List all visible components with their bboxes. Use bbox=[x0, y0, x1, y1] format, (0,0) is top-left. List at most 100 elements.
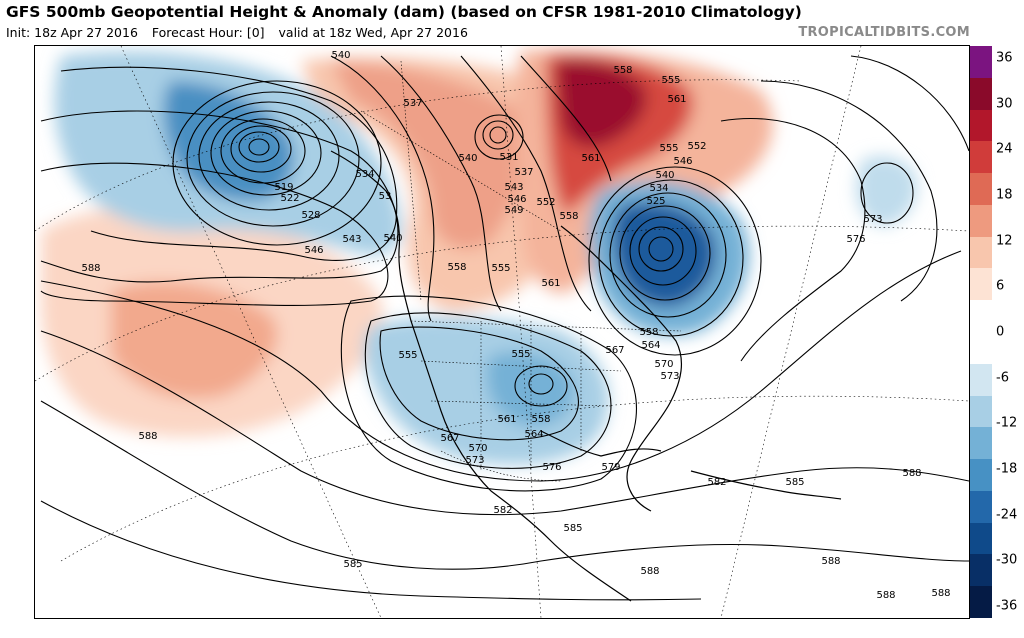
contour-label: 582 bbox=[493, 505, 512, 516]
contour-label: 561 bbox=[497, 414, 516, 425]
contour-label: 531 bbox=[499, 152, 518, 163]
init-time: Init: 18z Apr 27 2016 bbox=[6, 25, 138, 40]
colorbar-swatch bbox=[970, 109, 992, 142]
contour-label: 585 bbox=[343, 559, 362, 570]
colorbar-label: 36 bbox=[996, 50, 1013, 66]
colorbar-swatch bbox=[970, 395, 992, 428]
coastlines bbox=[330, 150, 842, 602]
contour-label: 537 bbox=[403, 98, 422, 109]
contour-label: 519 bbox=[274, 182, 293, 193]
negative-anomaly-us-trough bbox=[364, 316, 609, 465]
contour-label: 561 bbox=[541, 278, 560, 289]
contour-label: 588 bbox=[821, 556, 840, 567]
colorbar-label: 6 bbox=[996, 278, 1005, 294]
contour-label: 528 bbox=[301, 210, 320, 221]
colorbar-swatch bbox=[970, 554, 992, 587]
colorbar-swatch bbox=[970, 459, 992, 492]
colorbar-label: -6 bbox=[996, 370, 1009, 386]
colorbar-swatch bbox=[970, 236, 992, 269]
colorbar-swatch bbox=[970, 173, 992, 206]
political-borders bbox=[360, 60, 682, 482]
contour-label: 534 bbox=[649, 183, 668, 194]
height-contours bbox=[40, 55, 969, 601]
contour-label: 588 bbox=[931, 588, 950, 599]
colorbar-swatch bbox=[970, 268, 992, 301]
colorbar-swatch bbox=[970, 300, 992, 333]
contour-label: 543 bbox=[342, 234, 361, 245]
contour-label: 522 bbox=[280, 193, 299, 204]
contour-label: 558 bbox=[559, 211, 578, 222]
contour-label: 588 bbox=[876, 590, 895, 601]
contour-label: 564 bbox=[524, 429, 543, 440]
contour-label: 561 bbox=[581, 153, 600, 164]
positive-anomaly-canada-core bbox=[331, 61, 530, 250]
colorbar-swatch bbox=[970, 77, 992, 111]
valid-time: valid at 18z Wed, Apr 27 2016 bbox=[278, 25, 468, 40]
contour-label: 567 bbox=[440, 433, 459, 444]
contour-label: 534 bbox=[355, 169, 374, 180]
contour-label: 552 bbox=[536, 197, 555, 208]
contour-label: 579 bbox=[601, 462, 620, 473]
contour-labels: 540 537 558 555 561 555 552 546 540 534 525 561 531 5… bbox=[81, 50, 950, 601]
colorbar-swatch bbox=[970, 427, 992, 460]
contour-label: 573 bbox=[863, 214, 882, 225]
contour-label: 540 bbox=[458, 153, 477, 164]
contour-label: 537 bbox=[514, 167, 533, 178]
contour-label: 558 bbox=[639, 327, 658, 338]
colorbar-label: 24 bbox=[996, 141, 1013, 157]
contour-label: 588 bbox=[640, 566, 659, 577]
colorbar-label: 30 bbox=[996, 96, 1013, 112]
contour-label: 540 bbox=[655, 170, 674, 181]
colorbar-label: -24 bbox=[996, 507, 1018, 523]
colorbar bbox=[970, 46, 992, 619]
contour-label: 555 bbox=[511, 349, 530, 360]
contour-label: 588 bbox=[81, 263, 100, 274]
positive-anomaly-greenland-core bbox=[556, 59, 647, 148]
colorbar-label: -12 bbox=[996, 415, 1018, 431]
colorbar-swatch bbox=[970, 332, 992, 365]
contour-label: 555 bbox=[491, 263, 510, 274]
contour-label: 546 bbox=[673, 156, 692, 167]
colorbar-label: 12 bbox=[996, 233, 1013, 249]
contour-label: 543 bbox=[504, 182, 523, 193]
contour-label: 573 bbox=[465, 455, 484, 466]
contour-label: 552 bbox=[687, 141, 706, 152]
colorbar-swatch bbox=[970, 204, 992, 238]
contour-label: 576 bbox=[846, 234, 865, 245]
colorbar-swatch bbox=[970, 141, 992, 174]
contour-label: 555 bbox=[398, 350, 417, 361]
colorbar-swatch bbox=[970, 46, 992, 79]
negative-anomaly-atlantic bbox=[856, 156, 917, 226]
colorbar-label: -18 bbox=[996, 461, 1018, 477]
contour-label: 53 bbox=[379, 191, 392, 202]
contour-label: 576 bbox=[542, 462, 561, 473]
contour-label: 540 bbox=[331, 50, 350, 61]
contour-label: 558 bbox=[447, 262, 466, 273]
brand-watermark: TROPICALTIDBITS.COM bbox=[798, 25, 970, 40]
contour-label: 567 bbox=[605, 345, 624, 356]
graticule bbox=[35, 46, 969, 618]
contour-label: 561 bbox=[667, 94, 686, 105]
contour-label: 555 bbox=[659, 143, 678, 154]
colorbar-swatch bbox=[970, 522, 992, 555]
forecast-hour: Forecast Hour: [0] bbox=[151, 25, 265, 40]
chart-title: GFS 500mb Geopotential Height & Anomaly … bbox=[6, 3, 802, 21]
contour-label: 582 bbox=[707, 477, 726, 488]
colorbar-swatch bbox=[970, 490, 992, 524]
colorbar-label: -36 bbox=[996, 598, 1018, 614]
contour-label: 540 bbox=[383, 233, 402, 244]
colorbar-label: -30 bbox=[996, 552, 1018, 568]
map-panel: 540 537 558 555 561 555 552 546 540 534 525 561 531 5… bbox=[34, 45, 970, 619]
contour-label: 558 bbox=[613, 65, 632, 76]
colorbar-label: 18 bbox=[996, 187, 1013, 203]
colorbar-swatch bbox=[970, 363, 992, 397]
contour-label: 564 bbox=[641, 340, 660, 351]
contour-label: 570 bbox=[654, 359, 673, 370]
contour-label: 546 bbox=[507, 194, 526, 205]
map-canvas: 540 537 558 555 561 555 552 546 540 534 525 561 531 5… bbox=[35, 46, 969, 618]
colorbar-swatch bbox=[970, 586, 992, 619]
contour-label: 585 bbox=[785, 477, 804, 488]
contour-label: 573 bbox=[660, 371, 679, 382]
positive-anomaly-pacific-core bbox=[111, 281, 278, 399]
contour-label: 570 bbox=[468, 443, 487, 454]
